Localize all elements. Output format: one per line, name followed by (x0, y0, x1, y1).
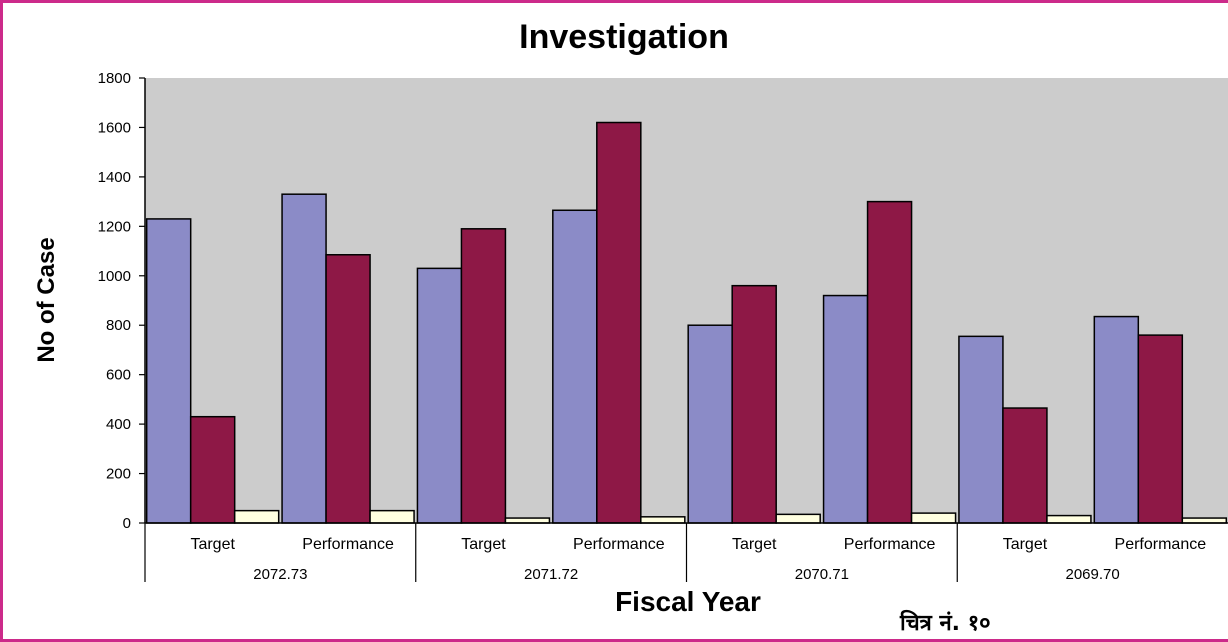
bar-g0-c1-s1 (325, 254, 371, 524)
group-label: 2072.73 (253, 566, 307, 583)
bar-g1-c1-s1 (596, 121, 642, 524)
category-label: Target (1003, 536, 1048, 553)
bar-g0-c0-s2 (233, 509, 280, 524)
group-label: 2070.71 (795, 566, 849, 583)
bar-g0-c0-s0 (145, 218, 192, 524)
y-tick-label: 600 (106, 367, 131, 384)
y-tick-label: 0 (123, 515, 131, 532)
bar-g0-c1-s0 (281, 193, 327, 524)
bar-g3-c1-s1 (1137, 334, 1184, 524)
y-tick-label: 1000 (98, 268, 131, 285)
y-tick-label: 1600 (98, 119, 131, 136)
category-label: Performance (1115, 536, 1207, 553)
group-label: 2069.70 (1066, 566, 1120, 583)
y-tick-label: 400 (106, 416, 131, 433)
y-tick-labels: 0 200 400 600 800 1000 1200 1400 1600 1800 (98, 70, 131, 532)
category-label: Target (732, 536, 777, 553)
bar-g1-c1-s2 (640, 516, 686, 524)
bar-g2-c0-s1 (731, 284, 777, 524)
category-label: Performance (573, 536, 665, 553)
category-label: Performance (844, 536, 936, 553)
bar-g1-c0-s0 (416, 267, 463, 524)
bar-g2-c1-s1 (866, 200, 913, 524)
y-tick-label: 200 (106, 466, 131, 483)
bars-layer (145, 121, 1228, 524)
y-tick-label: 1400 (98, 169, 131, 186)
y-tick-label: 800 (106, 317, 131, 334)
y-tick-label: 1200 (98, 218, 131, 235)
chart-title: Investigation (519, 18, 729, 56)
category-label: Performance (302, 536, 394, 553)
bar-g3-c0-s1 (1002, 407, 1048, 524)
bar-g2-c0-s0 (687, 324, 733, 524)
category-label: Target (461, 536, 506, 553)
bar-g3-c0-s2 (1046, 514, 1092, 524)
bar-g2-c1-s0 (822, 294, 869, 524)
category-label: Target (190, 536, 235, 553)
figure-caption: चित्र नं. १० (899, 609, 991, 636)
y-tick-label: 1800 (98, 70, 131, 87)
bar-g1-c1-s0 (552, 209, 598, 524)
x-axis-label: Fiscal Year (615, 586, 761, 617)
category-labels: Target Performance 2072.73 Target Performanc… (190, 536, 1206, 583)
bar-g0-c1-s2 (369, 509, 415, 524)
bar-g0-c0-s1 (189, 415, 236, 524)
bar-g3-c1-s0 (1093, 315, 1140, 524)
group-label: 2071.72 (524, 566, 578, 583)
bar-g3-c0-s0 (958, 335, 1004, 524)
bar-g2-c0-s2 (775, 513, 821, 524)
y-axis-label: No of Case (33, 237, 60, 362)
axes-layer (139, 77, 1228, 582)
bar-g1-c0-s1 (460, 228, 507, 524)
bar-g2-c1-s2 (910, 512, 957, 524)
